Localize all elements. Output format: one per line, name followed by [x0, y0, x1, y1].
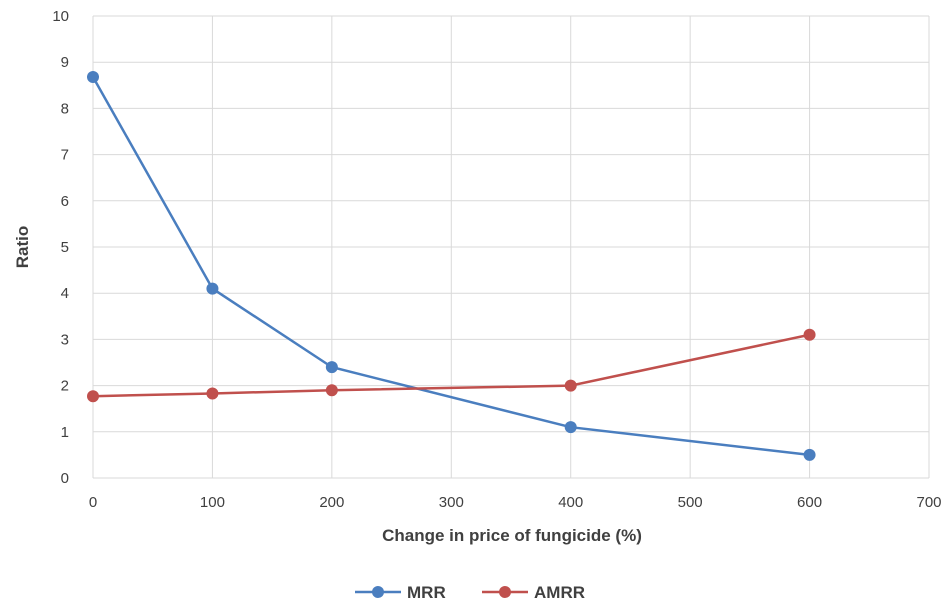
y-tick-labels: 0 1 2 3 4 5 6 7 8 9 10: [52, 8, 69, 487]
y-tick-label-5: 5: [61, 239, 69, 256]
x-axis-title: Change in price of fungicide (%): [382, 526, 642, 545]
y-tick-label-6: 6: [61, 193, 69, 210]
x-tick-label-5: 500: [678, 494, 703, 511]
y-tick-label-2: 2: [61, 378, 69, 395]
data-point-amrr-3: [564, 379, 577, 392]
legend-item-amrr: AMRR: [482, 583, 585, 602]
data-point-mrr-3: [564, 421, 577, 434]
x-tick-label-3: 300: [439, 494, 464, 511]
data-point-amrr-0: [87, 390, 99, 403]
data-point-mrr-2: [325, 361, 338, 374]
data-point-amrr-2: [325, 384, 338, 397]
data-point-amrr-1: [206, 387, 219, 400]
x-tick-label-4: 400: [558, 494, 583, 511]
y-tick-label-9: 9: [61, 54, 69, 71]
legend: MRR AMRR: [355, 583, 585, 602]
x-tick-label-2: 200: [319, 494, 344, 511]
legend-item-mrr: MRR: [355, 583, 446, 602]
y-tick-label-7: 7: [61, 147, 69, 164]
y-tick-label-10: 10: [52, 8, 69, 25]
y-tick-label-8: 8: [61, 100, 69, 117]
x-tick-label-6: 600: [797, 494, 822, 511]
x-tick-label-7: 700: [916, 494, 941, 511]
y-tick-label-1: 1: [61, 424, 69, 441]
series-mrr: [87, 70, 816, 461]
y-tick-label-4: 4: [61, 285, 69, 302]
y-axis-title: Ratio: [13, 226, 32, 269]
y-tick-label-3: 3: [61, 331, 69, 348]
legend-label-amrr: AMRR: [534, 583, 585, 602]
legend-marker-amrr: [499, 586, 511, 598]
y-tick-label-0: 0: [61, 470, 69, 487]
data-point-mrr-4: [803, 448, 816, 461]
x-tick-label-0: 0: [89, 494, 97, 511]
x-tick-labels: 0 100 200 300 400 500 600 700: [89, 494, 942, 511]
legend-label-mrr: MRR: [407, 583, 446, 602]
data-point-mrr-0: [87, 70, 99, 83]
data-point-amrr-4: [803, 328, 816, 341]
grid: [92, 15, 930, 479]
data-point-mrr-1: [206, 282, 219, 295]
x-tick-label-1: 100: [200, 494, 225, 511]
legend-marker-mrr: [372, 586, 384, 598]
series-amrr: [87, 328, 816, 403]
series-layer: [87, 70, 816, 461]
